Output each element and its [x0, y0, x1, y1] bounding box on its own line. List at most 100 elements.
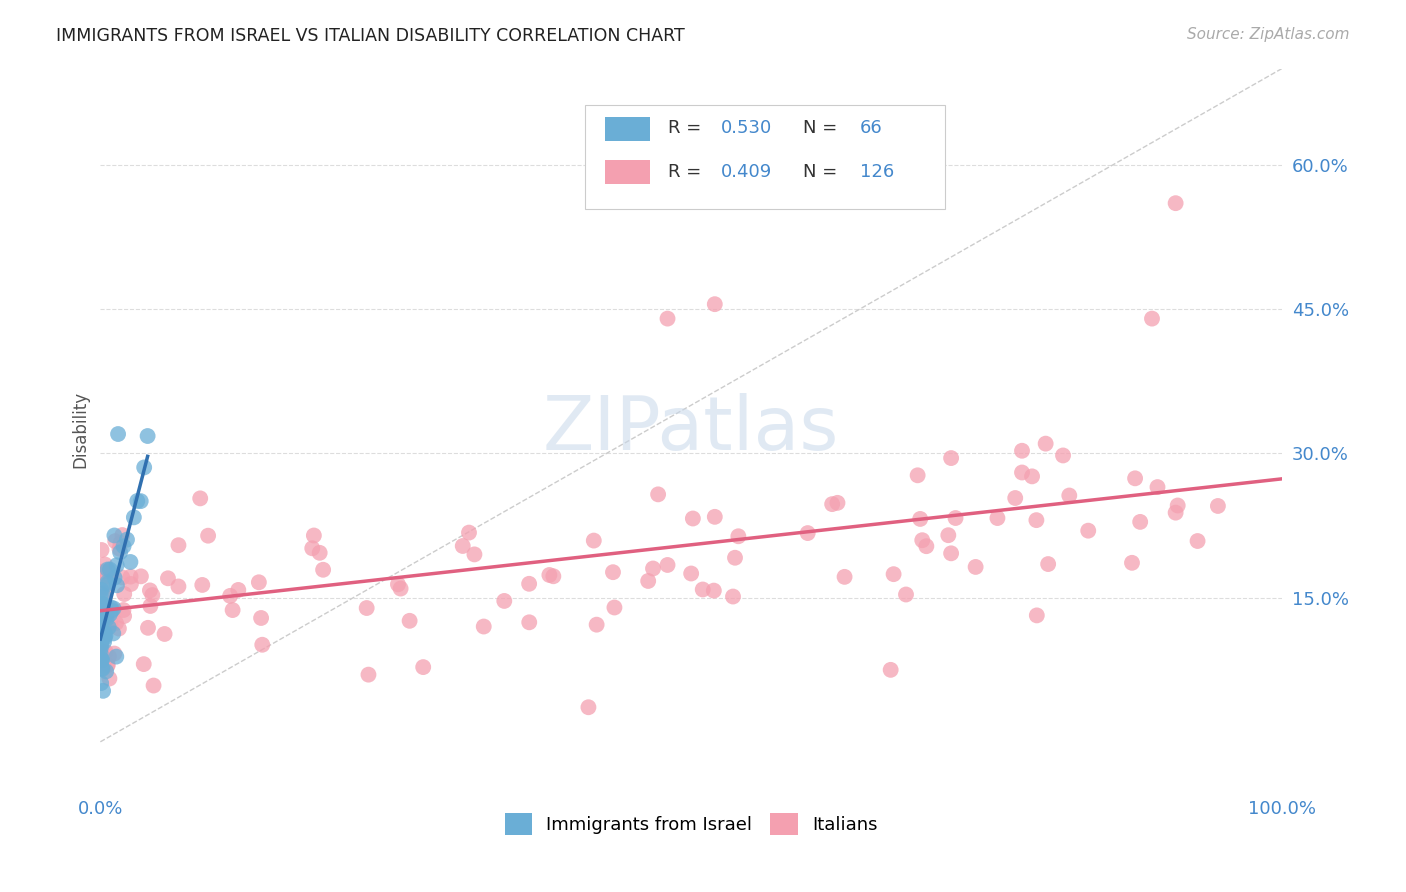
Point	[312, 563, 335, 577]
Text: ZIPatlas: ZIPatlas	[543, 392, 839, 466]
Point	[98, 563, 121, 577]
Point	[90, 633, 112, 648]
Point	[398, 614, 420, 628]
Point	[90, 653, 112, 667]
Point	[108, 622, 131, 636]
Point	[91, 661, 114, 675]
Point	[90, 653, 112, 667]
Point	[94, 558, 117, 572]
Point	[129, 569, 152, 583]
Point	[91, 683, 114, 698]
Point	[1052, 449, 1074, 463]
Point	[120, 577, 142, 591]
Point	[1146, 480, 1168, 494]
Point	[108, 541, 131, 556]
Point	[907, 468, 929, 483]
Point	[1036, 557, 1059, 571]
Point	[90, 676, 112, 690]
Point	[90, 647, 112, 661]
Point	[96, 575, 118, 590]
Point	[96, 665, 118, 679]
Bar	[605, 161, 650, 184]
Point	[517, 576, 540, 591]
Point	[301, 541, 323, 556]
Point	[139, 583, 162, 598]
Y-axis label: Disability: Disability	[72, 391, 89, 467]
Point	[120, 569, 142, 583]
Point	[578, 700, 600, 714]
Point	[100, 604, 122, 618]
Point	[582, 533, 605, 548]
Point	[90, 637, 112, 651]
Point	[637, 574, 659, 588]
Point	[703, 297, 725, 311]
Point	[727, 529, 749, 543]
Point	[91, 565, 114, 579]
Point	[91, 662, 114, 676]
FancyBboxPatch shape	[585, 104, 945, 210]
Point	[879, 663, 901, 677]
Point	[1025, 513, 1047, 527]
Point	[1021, 469, 1043, 483]
Point	[692, 582, 714, 597]
Point	[136, 429, 159, 443]
Bar	[605, 117, 650, 141]
Point	[93, 581, 115, 595]
Point	[110, 536, 132, 550]
Point	[472, 619, 495, 633]
Legend: Immigrants from Israel, Italians: Immigrants from Israel, Italians	[505, 813, 877, 835]
Point	[357, 667, 380, 681]
Point	[219, 589, 242, 603]
Point	[724, 550, 747, 565]
Point	[120, 555, 142, 569]
Point	[103, 528, 125, 542]
Point	[96, 569, 118, 583]
Point	[139, 599, 162, 613]
Point	[104, 534, 127, 549]
Point	[90, 587, 112, 601]
Text: 66: 66	[860, 120, 883, 137]
Point	[127, 494, 149, 508]
Point	[96, 612, 118, 626]
Point	[827, 496, 849, 510]
Text: Source: ZipAtlas.com: Source: ZipAtlas.com	[1187, 27, 1350, 42]
Point	[308, 546, 330, 560]
Point	[111, 570, 134, 584]
Point	[647, 487, 669, 501]
Point	[458, 525, 481, 540]
Point	[90, 601, 112, 615]
Point	[1035, 436, 1057, 450]
Point	[1121, 556, 1143, 570]
Point	[90, 632, 112, 646]
Point	[90, 652, 112, 666]
Point	[986, 511, 1008, 525]
Point	[703, 509, 725, 524]
Point	[91, 597, 114, 611]
Point	[91, 624, 114, 639]
Point	[538, 568, 561, 582]
Point	[105, 649, 128, 664]
Point	[141, 588, 163, 602]
Point	[602, 565, 624, 579]
Point	[834, 570, 856, 584]
Point	[1167, 499, 1189, 513]
Text: N =: N =	[803, 162, 844, 181]
Point	[91, 613, 114, 627]
Point	[188, 491, 211, 506]
Point	[603, 600, 626, 615]
Point	[90, 607, 112, 622]
Point	[134, 460, 156, 475]
Point	[1140, 311, 1163, 326]
Point	[883, 567, 905, 582]
Point	[191, 578, 214, 592]
Point	[129, 494, 152, 508]
Text: IMMIGRANTS FROM ISRAEL VS ITALIAN DISABILITY CORRELATION CHART: IMMIGRANTS FROM ISRAEL VS ITALIAN DISABI…	[56, 27, 685, 45]
Point	[112, 603, 135, 617]
Point	[132, 657, 155, 672]
Text: N =: N =	[803, 120, 844, 137]
Point	[91, 658, 114, 673]
Point	[1011, 466, 1033, 480]
Point	[97, 649, 120, 664]
Point	[90, 643, 112, 657]
Point	[463, 548, 485, 562]
